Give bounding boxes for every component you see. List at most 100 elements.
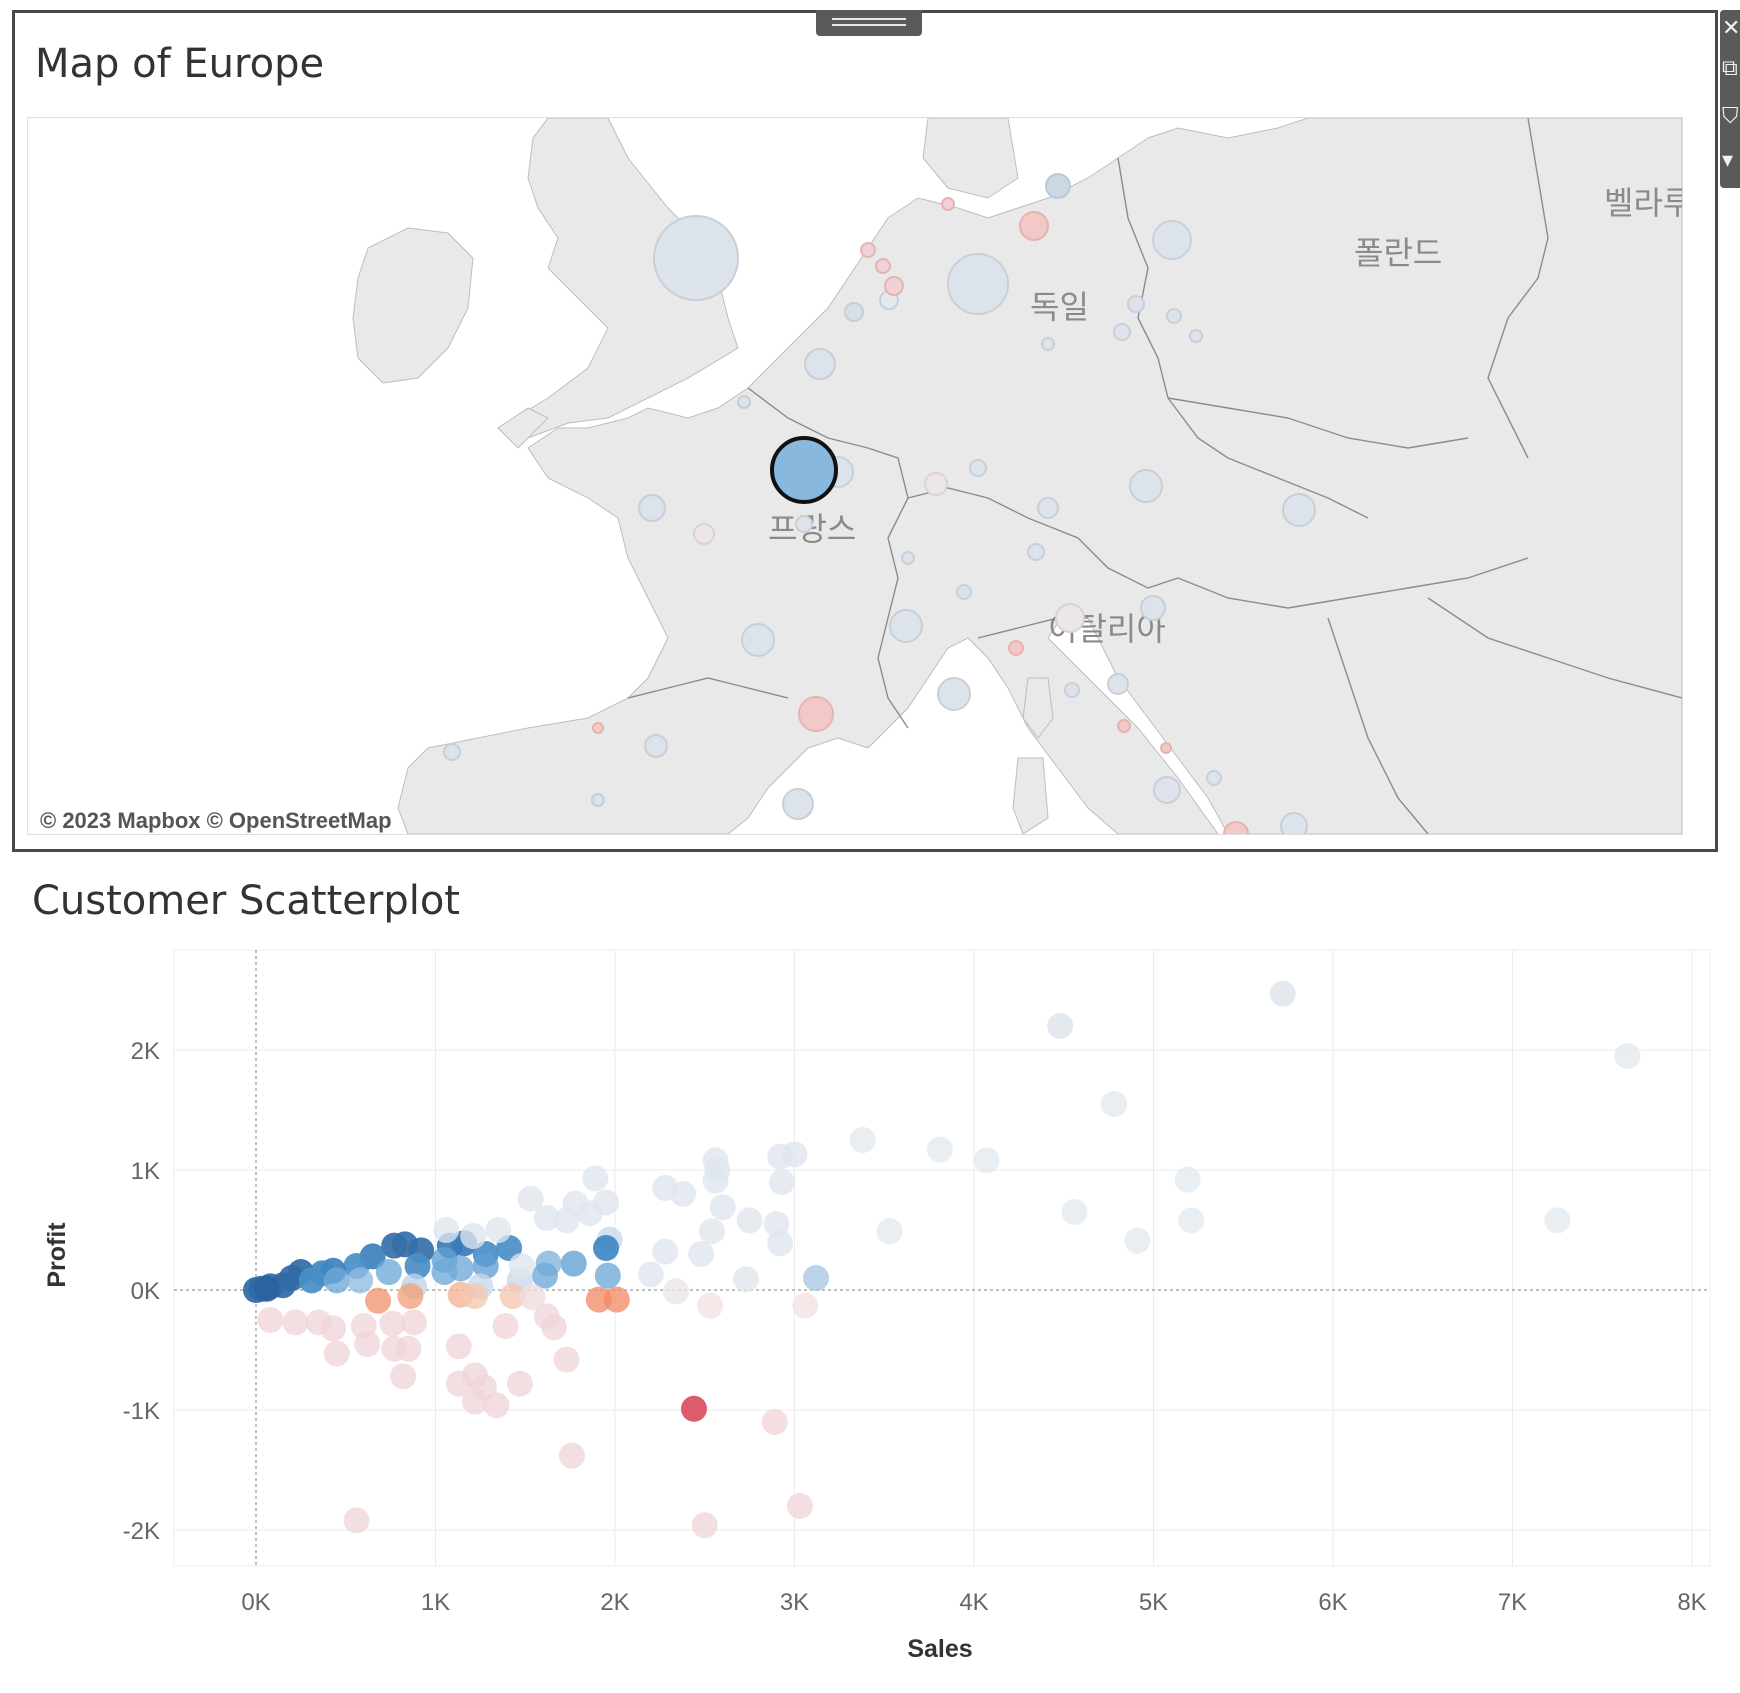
drag-handle[interactable] [816,10,922,36]
scatter-point[interactable] [1174,1166,1201,1193]
map-marker[interactable] [956,584,972,600]
map-marker[interactable] [1113,323,1131,341]
scatter-point[interactable] [680,1395,707,1422]
scatter-point[interactable] [697,1292,724,1319]
scatter-point[interactable] [499,1283,526,1309]
scatter-point[interactable] [652,1238,679,1265]
scatter-point[interactable] [343,1507,370,1534]
map-marker[interactable] [1117,719,1131,733]
scatter-point[interactable] [553,1346,580,1373]
scatter-point[interactable] [381,1232,408,1259]
map-marker[interactable] [1160,742,1172,754]
scatter-point[interactable] [460,1223,487,1249]
scatter-point[interactable] [637,1261,664,1288]
scatter-point[interactable] [786,1493,813,1519]
scatter-point[interactable] [492,1313,519,1339]
scatter-point[interactable] [792,1292,819,1319]
map-marker[interactable] [1189,329,1203,343]
map-view[interactable]: 독일 프랑스 이탈리아 폴란드 벨라루 [27,117,1683,835]
map-marker[interactable] [1027,543,1045,561]
scatter-point[interactable] [733,1266,760,1293]
scatter-point[interactable] [519,1284,546,1311]
scatter-point[interactable] [702,1167,729,1194]
scatter-point[interactable] [767,1230,794,1257]
scatter-point[interactable] [531,1262,558,1289]
map-marker[interactable] [644,734,668,758]
scatter-points[interactable] [243,980,1641,1539]
map-marker[interactable] [638,494,666,522]
goto-sheet-icon[interactable]: ⧉ [1722,56,1738,81]
map-canvas[interactable]: 독일 프랑스 이탈리아 폴란드 벨라루 [28,118,1682,834]
map-marker[interactable] [741,623,775,657]
scatter-point[interactable] [768,1169,795,1195]
map-marker[interactable] [1045,173,1071,199]
map-zone[interactable]: Map of Europe [12,10,1718,852]
map-marker[interactable] [1019,211,1049,241]
map-marker[interactable] [1206,770,1222,786]
scatter-point[interactable] [926,1136,953,1163]
scatter-point[interactable] [1061,1199,1088,1225]
scatter-point[interactable] [603,1286,630,1313]
map-marker[interactable] [875,258,891,274]
scatter-point[interactable] [379,1310,406,1337]
scatter-point[interactable] [390,1363,417,1390]
map-marker[interactable] [937,677,971,711]
scatter-point[interactable] [691,1512,718,1539]
scatter-point[interactable] [767,1143,794,1170]
scatter-point[interactable] [670,1181,697,1207]
scatter-point[interactable] [593,1235,620,1261]
selected-marker-paris[interactable] [770,436,838,504]
map-marker[interactable] [1107,673,1129,695]
map-marker[interactable] [782,788,814,820]
filter-icon[interactable]: ⛉ [1722,104,1739,129]
scatter-point[interactable] [1047,1013,1074,1039]
scatter-point[interactable] [350,1313,377,1339]
scatter-point[interactable] [803,1265,830,1291]
scatter-chart[interactable]: 0K 1K 2K 3K 4K 5K 6K 7K 8K -2K -1K 0K 1K 2K Sales Pro… [0,930,1740,1670]
map-marker[interactable] [1166,308,1182,324]
map-marker[interactable] [884,276,904,296]
scatter-point[interactable] [305,1309,332,1336]
scatter-point[interactable] [763,1211,790,1237]
map-markers[interactable] [443,173,1316,834]
map-marker[interactable] [1282,493,1316,527]
map-marker[interactable] [947,253,1009,315]
scatter-point[interactable] [508,1253,535,1279]
scatter-point[interactable] [323,1267,350,1294]
map-marker[interactable] [924,472,948,496]
scatter-point[interactable] [1178,1207,1205,1234]
scatter-point[interactable] [553,1207,580,1234]
map-marker[interactable] [693,523,715,545]
scatter-point[interactable] [533,1205,560,1231]
scatter-point[interactable] [375,1259,402,1285]
scatter-point[interactable] [447,1255,474,1282]
scatter-point[interactable] [973,1147,1000,1174]
scatter-point[interactable] [849,1127,876,1153]
map-marker[interactable] [1037,497,1059,519]
scatter-point[interactable] [400,1309,427,1336]
map-marker[interactable] [860,242,876,258]
scatter-point[interactable] [558,1442,585,1469]
scatter-point[interactable] [663,1278,690,1305]
scatter-point[interactable] [472,1253,499,1279]
scatter-point[interactable] [282,1309,309,1336]
map-marker[interactable] [1127,295,1145,313]
map-marker[interactable] [443,743,461,761]
map-marker[interactable] [1223,821,1249,834]
scatter-point[interactable] [253,1275,280,1302]
scatter-point[interactable] [485,1217,512,1243]
scatter-point[interactable] [576,1200,603,1227]
map-marker[interactable] [941,197,955,211]
map-marker[interactable] [901,551,915,565]
scatter-point[interactable] [483,1392,510,1419]
scatter-point[interactable] [585,1286,612,1313]
map-marker[interactable] [1064,682,1080,698]
scatter-point[interactable] [1124,1227,1151,1254]
scatter-point[interactable] [876,1218,903,1245]
scatter-point[interactable] [1269,980,1296,1007]
scatter-point[interactable] [1544,1207,1571,1234]
more-options-icon[interactable]: ▾ [1722,148,1734,173]
scatter-point[interactable] [445,1333,472,1360]
map-marker[interactable] [1008,640,1024,656]
map-marker[interactable] [804,348,836,380]
